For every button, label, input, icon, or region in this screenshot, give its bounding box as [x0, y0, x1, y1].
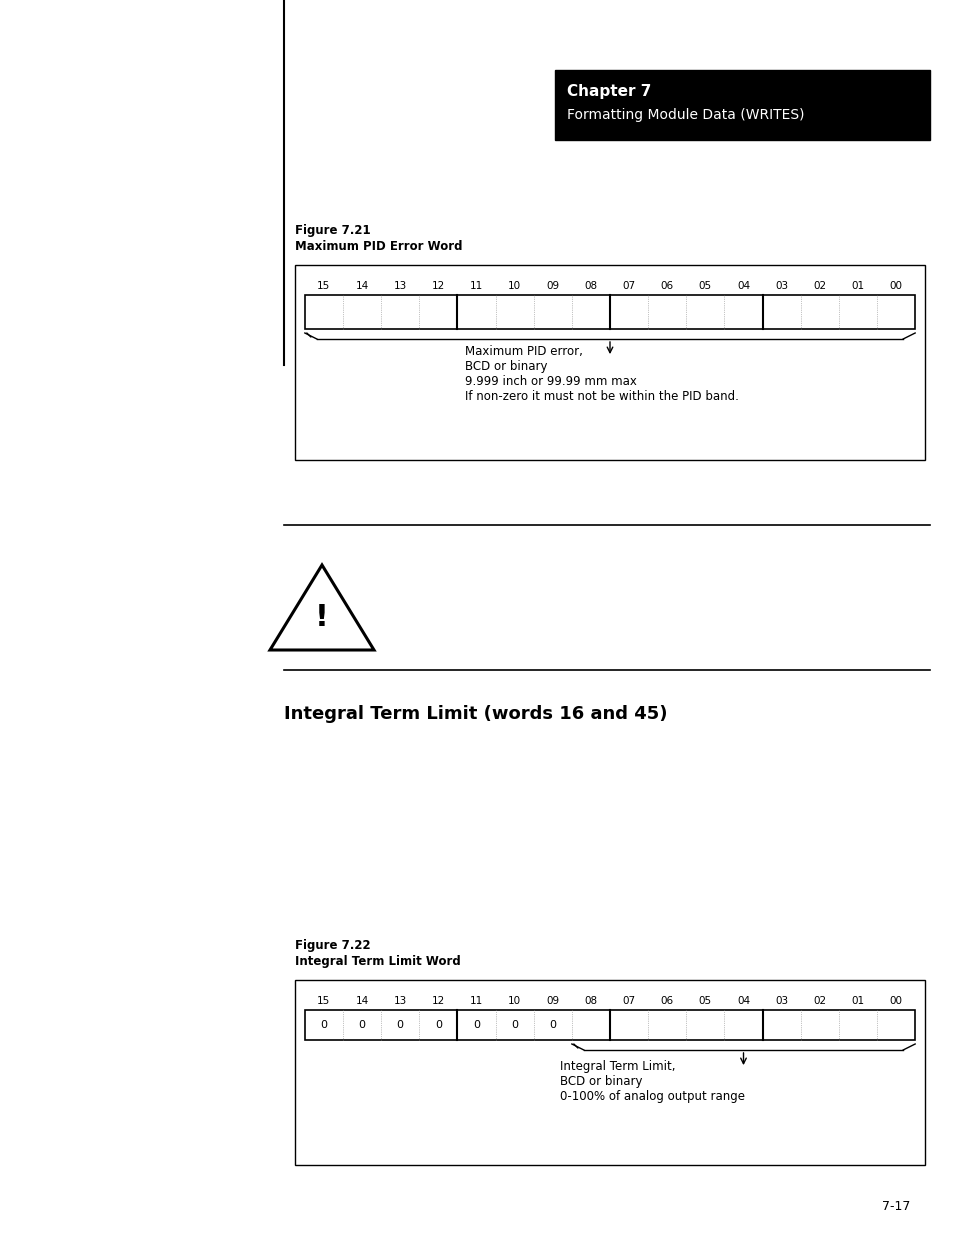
Text: Figure 7.22: Figure 7.22 — [294, 939, 370, 952]
Text: 01: 01 — [850, 282, 863, 291]
Text: 9.999 inch or 99.99 mm max: 9.999 inch or 99.99 mm max — [465, 375, 637, 388]
Bar — [305, 1010, 914, 1040]
Text: Figure 7.21: Figure 7.21 — [294, 224, 370, 237]
Text: 0-100% of analog output range: 0-100% of analog output range — [559, 1091, 744, 1103]
Text: Integral Term Limit,: Integral Term Limit, — [559, 1060, 675, 1073]
Text: 09: 09 — [546, 282, 558, 291]
Bar — [294, 266, 924, 459]
Text: Integral Term Limit Word: Integral Term Limit Word — [294, 955, 460, 968]
Text: 06: 06 — [660, 995, 673, 1007]
Text: !: ! — [314, 603, 329, 632]
Text: 0: 0 — [473, 1020, 479, 1030]
Text: 08: 08 — [584, 282, 597, 291]
Text: 12: 12 — [432, 995, 444, 1007]
Text: 03: 03 — [774, 282, 787, 291]
Text: 14: 14 — [355, 995, 368, 1007]
Text: 0: 0 — [358, 1020, 365, 1030]
Text: Maximum PID error,: Maximum PID error, — [465, 345, 582, 358]
Text: 12: 12 — [432, 282, 444, 291]
Text: 07: 07 — [622, 995, 635, 1007]
Text: 15: 15 — [317, 282, 330, 291]
Text: 10: 10 — [508, 282, 520, 291]
Text: Integral Term Limit (words 16 and 45): Integral Term Limit (words 16 and 45) — [284, 705, 667, 722]
Text: 06: 06 — [660, 282, 673, 291]
Text: Chapter 7: Chapter 7 — [566, 84, 651, 99]
Text: 02: 02 — [812, 995, 825, 1007]
Text: BCD or binary: BCD or binary — [559, 1074, 641, 1088]
Text: 05: 05 — [698, 995, 711, 1007]
Text: BCD or binary: BCD or binary — [465, 359, 547, 373]
Text: 0: 0 — [549, 1020, 556, 1030]
Text: 7-17: 7-17 — [881, 1200, 909, 1213]
Text: 11: 11 — [470, 282, 482, 291]
Text: 02: 02 — [812, 282, 825, 291]
Text: 04: 04 — [736, 995, 749, 1007]
Text: Formatting Module Data (WRITES): Formatting Module Data (WRITES) — [566, 107, 803, 122]
Text: 13: 13 — [394, 995, 406, 1007]
Text: 04: 04 — [736, 282, 749, 291]
Bar — [294, 981, 924, 1165]
Text: 03: 03 — [774, 995, 787, 1007]
Text: 0: 0 — [511, 1020, 517, 1030]
Text: 08: 08 — [584, 995, 597, 1007]
Text: 14: 14 — [355, 282, 368, 291]
Text: Maximum PID Error Word: Maximum PID Error Word — [294, 240, 462, 253]
Text: If non-zero it must not be within the PID band.: If non-zero it must not be within the PI… — [465, 390, 739, 403]
Text: 00: 00 — [888, 995, 902, 1007]
Text: 11: 11 — [470, 995, 482, 1007]
Bar — [305, 295, 914, 329]
Text: 10: 10 — [508, 995, 520, 1007]
Text: 0: 0 — [320, 1020, 327, 1030]
Text: 05: 05 — [698, 282, 711, 291]
Bar — [555, 70, 929, 140]
Text: 00: 00 — [888, 282, 902, 291]
Text: 0: 0 — [396, 1020, 403, 1030]
Text: 0: 0 — [435, 1020, 441, 1030]
Text: 13: 13 — [394, 282, 406, 291]
Text: 09: 09 — [546, 995, 558, 1007]
Polygon shape — [270, 564, 374, 650]
Text: 01: 01 — [850, 995, 863, 1007]
Text: 07: 07 — [622, 282, 635, 291]
Text: 15: 15 — [317, 995, 330, 1007]
